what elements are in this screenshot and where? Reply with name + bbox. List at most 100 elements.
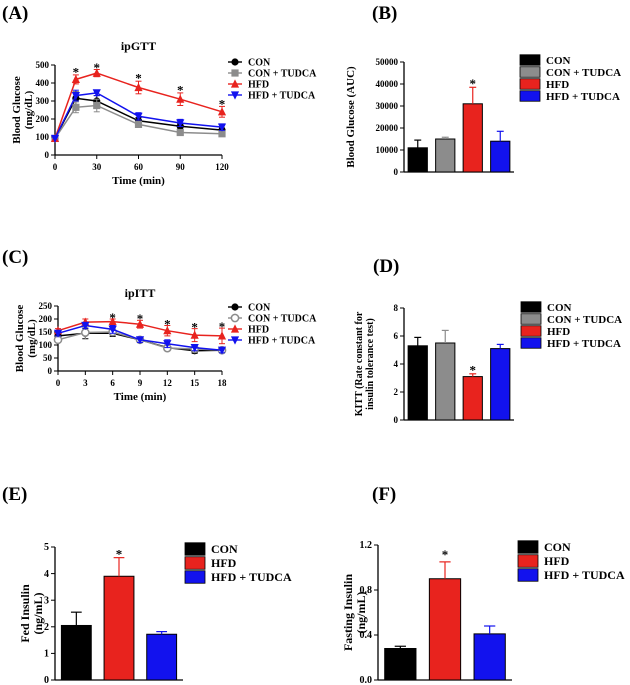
y-tick-label: 10000 (376, 145, 399, 155)
y-axis-label: Blood Glucose(mg/dL) (14, 305, 38, 373)
legend-swatch (520, 301, 542, 313)
legend-swatch (517, 540, 539, 554)
significance-asterisk: * (116, 547, 123, 562)
y-axis-label-line: (ng/mL) (31, 592, 45, 634)
y-tick-label: 4 (44, 569, 49, 580)
x-tick-label: 120 (215, 162, 229, 172)
data-point (218, 130, 226, 138)
legend-label: HFD + TUDCA (544, 568, 625, 582)
significance-asterisk: * (73, 64, 80, 79)
y-tick-label: 50 (43, 353, 53, 363)
data-point (92, 68, 101, 77)
panel-letter: (B) (372, 3, 397, 24)
legend-swatch (519, 66, 541, 78)
x-axis-label: Time (min) (112, 175, 165, 187)
data-point (134, 112, 143, 121)
y-tick-label: 1 (44, 649, 49, 660)
legend-swatch (520, 313, 542, 325)
y-axis-label-line: Fasting Insulin (341, 574, 355, 651)
legend-swatch (517, 554, 539, 568)
chart-title: ipGTT (121, 39, 156, 53)
legend-swatch (184, 570, 206, 584)
x-tick-label: 0 (53, 162, 58, 172)
legend-marker (231, 58, 239, 66)
significance-asterisk: * (470, 363, 477, 378)
x-tick-label: 30 (92, 162, 102, 172)
y-tick-label: 400 (36, 78, 50, 88)
series-hfd-tudca (50, 89, 227, 144)
significance-asterisk: * (191, 320, 198, 335)
legend-label: HFD (546, 79, 569, 91)
y-tick-label: 6 (394, 331, 399, 341)
y-tick-label: 0 (394, 415, 399, 425)
legend-swatch (519, 78, 541, 90)
legend-marker (230, 324, 240, 333)
data-point (176, 119, 185, 128)
data-point (163, 340, 172, 349)
data-point (176, 94, 185, 103)
legend-label: HFD (544, 554, 570, 568)
series-line (54, 104, 223, 139)
y-tick-label: 200 (39, 314, 53, 324)
data-point (134, 82, 143, 92)
panel-letter: (A) (2, 3, 28, 24)
bar-con-tudca (435, 342, 456, 421)
significance-asterisk: * (109, 310, 116, 325)
chart-title: ipITT (125, 286, 156, 300)
legend-swatch (519, 90, 541, 102)
significance-asterisk: * (164, 316, 171, 331)
legend-label: CON (211, 542, 238, 556)
legend-marker (230, 336, 240, 345)
data-point (134, 120, 143, 128)
bar-hfd (462, 376, 483, 421)
panel-letter: (F) (372, 484, 396, 505)
bar-hfd-tudca (490, 140, 511, 173)
y-tick-label: 0 (48, 366, 53, 376)
x-tick-label: 90 (176, 162, 186, 172)
y-tick-label: 100 (39, 340, 53, 350)
bar-hfd-tudca (146, 633, 178, 681)
significance-asterisk: * (177, 82, 184, 97)
y-tick-label: 8 (394, 303, 399, 313)
legend-swatch (184, 556, 206, 570)
bar-con (407, 345, 428, 421)
legend-marker (230, 91, 240, 100)
legend-label: CON (546, 55, 571, 67)
bar-hfd (428, 578, 462, 681)
legend-marker (231, 303, 239, 311)
data-point (81, 321, 90, 331)
panel-f: (F) 0.0 0.4 0.8 1.2 Fasting Insulin(ng/mL) * CO… (341, 484, 625, 685)
x-tick-label: 12 (163, 378, 173, 388)
x-tick-label: 6 (110, 378, 115, 388)
y-tick-label: 0.4 (360, 630, 373, 641)
panel-d: (D) 0 2 4 6 8 KITT (Rate constant for insulin t… (354, 256, 622, 425)
data-point (135, 336, 145, 345)
legend-label: HFD (211, 556, 237, 570)
data-point (217, 346, 227, 355)
legend-swatch (517, 568, 539, 582)
legend-swatch (184, 542, 206, 556)
panel-letter: (D) (373, 256, 399, 277)
data-point (108, 325, 117, 334)
series-line (54, 72, 223, 139)
x-axis-label: Time (min) (114, 391, 167, 403)
bar-hfd (103, 575, 135, 681)
bar-hfd (462, 103, 483, 173)
legend-label: CON (547, 302, 572, 314)
data-point (71, 74, 80, 83)
x-tick-label: 0 (56, 378, 61, 388)
legend-label: CON (544, 540, 571, 554)
y-tick-label: 0 (44, 675, 49, 685)
y-axis-label-line: (mg/dL) (26, 319, 38, 358)
legend-swatch (519, 54, 541, 66)
bar-con (60, 624, 92, 681)
